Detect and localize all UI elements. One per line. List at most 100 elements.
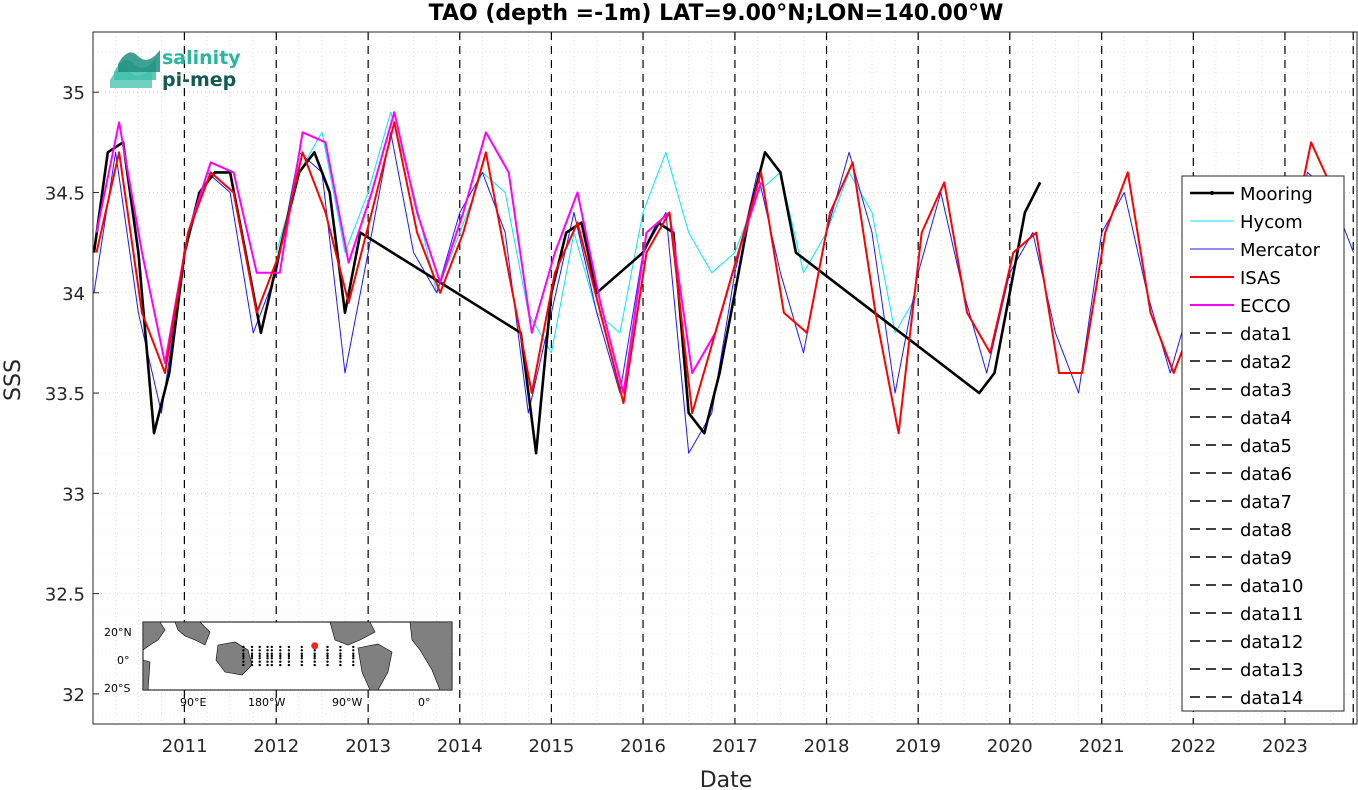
buoy-dot — [242, 649, 245, 652]
buoy-dot — [313, 657, 316, 660]
y-ticks: 32 32.5 33 33.5 34 34.5 35 — [45, 83, 99, 706]
buoy-dot — [266, 663, 269, 667]
buoy-dot — [270, 652, 273, 655]
legend-label: Mooring — [1240, 184, 1313, 205]
series-line-isas — [95, 121, 1335, 435]
map-lat-label-20n: 20°N — [104, 626, 132, 639]
buoy-dot — [266, 649, 269, 652]
buoy-dot — [258, 657, 261, 660]
buoy-dot — [242, 645, 245, 649]
x-tick-label: 2023 — [1262, 736, 1308, 757]
map-lon-label-90e: 90°E — [180, 696, 206, 709]
buoy-dot — [339, 663, 342, 667]
buoy-dot — [287, 649, 291, 652]
buoy-dot — [326, 660, 329, 663]
buoy-dot — [270, 645, 273, 649]
legend-label: data14 — [1240, 688, 1303, 709]
inset-map-land — [142, 621, 453, 691]
buoy-dot — [339, 657, 342, 660]
legend-label: data12 — [1240, 632, 1303, 653]
buoy-dot — [287, 645, 291, 649]
buoy-dot — [300, 654, 303, 658]
plot-area — [93, 32, 1357, 724]
buoy-dot — [287, 652, 291, 655]
y-tick-label: 35 — [62, 83, 85, 104]
buoy-dot — [250, 660, 254, 663]
legend: Mooring Hycom Mercator ISAS ECCO data1 data2 da… — [1181, 175, 1345, 712]
buoy-dot — [250, 645, 254, 649]
buoy-dot — [250, 654, 254, 658]
inset-stations — [242, 645, 355, 667]
legend-label: data4 — [1240, 408, 1292, 429]
legend-label: data7 — [1240, 492, 1292, 513]
buoy-dot — [300, 660, 303, 663]
buoy-dot — [339, 660, 342, 663]
buoy-dot — [242, 652, 245, 655]
legend-label: ECCO — [1240, 296, 1291, 317]
legend-label: data5 — [1240, 436, 1292, 457]
series-layer — [93, 111, 1354, 455]
buoy-dot — [266, 652, 269, 655]
y-tick-label: 32 — [62, 685, 85, 706]
legend-label: data3 — [1240, 380, 1292, 401]
buoy-dot — [258, 649, 261, 652]
buoy-dot — [242, 657, 245, 660]
buoy-dot — [250, 652, 254, 655]
y-tick-label: 33 — [62, 484, 85, 505]
buoy-dot — [258, 652, 261, 655]
buoy-dot — [270, 657, 273, 660]
buoy-dot — [300, 657, 303, 660]
chart-title: TAO (depth =-1m) LAT=9.00°N;LON=140.00°W — [429, 1, 1004, 26]
buoy-dot — [279, 657, 282, 660]
x-tick-label: 2021 — [1079, 736, 1125, 757]
buoy-dot — [250, 663, 254, 667]
buoy-dot — [258, 645, 261, 649]
legend-label: data1 — [1240, 324, 1292, 345]
buoy-dot — [313, 663, 316, 667]
buoy-dot — [270, 649, 273, 652]
buoy-dot — [242, 660, 245, 663]
y-axis-label: SSS — [1, 359, 26, 401]
buoy-dot — [258, 660, 261, 663]
legend-label: data8 — [1240, 520, 1292, 541]
y-tick-label: 34 — [62, 284, 85, 305]
buoy-dot — [279, 645, 282, 649]
grid — [93, 32, 1357, 724]
logo-waves-icon — [110, 50, 160, 88]
buoy-dot — [300, 663, 303, 667]
buoy-dot — [339, 654, 342, 658]
buoy-dot — [266, 660, 269, 663]
buoy-dot — [326, 663, 329, 667]
buoy-dot — [287, 660, 291, 663]
x-tick-label: 2019 — [895, 736, 941, 757]
x-tick-label: 2018 — [804, 736, 850, 757]
x-ticks: 2011 2012 2013 2014 2015 2016 2017 2018 2019 2020… — [162, 718, 1308, 757]
buoy-dot — [313, 660, 316, 663]
buoy-dot — [352, 660, 355, 663]
buoy-dot — [279, 654, 282, 658]
x-tick-label: 2013 — [345, 736, 391, 757]
buoy-dot — [270, 660, 273, 663]
map-lat-label-20s: 20°S — [104, 682, 130, 695]
legend-label: Mercator — [1240, 240, 1321, 261]
station-marker — [311, 642, 319, 650]
inset-map: 20°N 0° 20°S 90°E 180°W 90°W 0° — [104, 621, 453, 709]
x-tick-label: 2012 — [253, 736, 299, 757]
buoy-dot — [287, 654, 291, 658]
buoy-dot — [242, 654, 245, 658]
legend-label: data13 — [1240, 660, 1303, 681]
buoy-dot — [279, 663, 282, 667]
buoy-dot — [266, 657, 269, 660]
y-tick-label: 34.5 — [45, 183, 85, 204]
map-lon-label-180w: 180°W — [248, 696, 285, 709]
legend-label: data6 — [1240, 464, 1292, 485]
buoy-dot — [352, 663, 355, 667]
x-tick-label: 2016 — [620, 736, 666, 757]
buoy-dot — [313, 652, 316, 655]
buoy-dot — [279, 660, 282, 663]
buoy-dot — [339, 645, 342, 649]
buoy-dot — [270, 654, 273, 658]
buoy-dot — [339, 649, 342, 652]
x-tick-label: 2022 — [1170, 736, 1216, 757]
buoy-dot — [352, 645, 355, 649]
